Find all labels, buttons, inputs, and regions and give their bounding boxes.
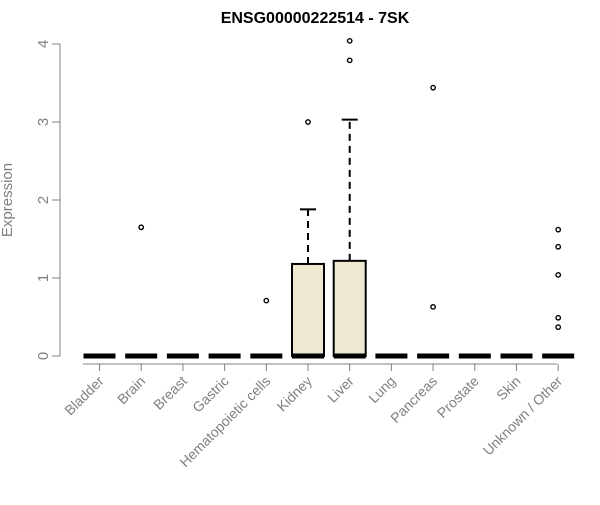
x-tick-label: Breast — [150, 373, 190, 413]
outlier-point — [138, 224, 145, 231]
y-tick-label: 2 — [35, 196, 52, 204]
y-axis-label: Expression — [0, 163, 16, 237]
outlier-point — [346, 37, 353, 44]
outlier-point — [555, 314, 562, 321]
box-pancreas — [417, 84, 450, 359]
outlier-point — [430, 303, 436, 310]
chart-title: ENSG00000222514 - 7SK — [221, 10, 410, 27]
x-tick-label: Kidney — [274, 373, 316, 415]
x-tick-label: Brain — [114, 373, 148, 407]
x-tick-label: Lung — [365, 373, 398, 406]
outlier-point — [555, 243, 562, 250]
outlier-point — [430, 84, 436, 91]
y-tick-label: 4 — [35, 40, 52, 48]
y-tick-label: 0 — [35, 352, 52, 360]
x-tick-label: Prostate — [434, 373, 482, 421]
box-kidney — [291, 119, 325, 359]
box-rect — [291, 262, 325, 357]
box-unknown-other — [542, 226, 575, 359]
box-hematopoietic-cells — [250, 297, 283, 359]
x-tick-label: Unknown / Other — [480, 373, 566, 459]
y-tick-label: 3 — [35, 118, 52, 126]
y-ticks: 0 1 2 3 4 — [35, 40, 60, 360]
outlier-point — [555, 271, 562, 278]
box-liver — [332, 37, 367, 359]
x-tick-label: Liver — [324, 373, 357, 406]
x-tick-label: Bladder — [61, 373, 107, 419]
box-rect — [332, 259, 367, 357]
boxes-group — [83, 37, 575, 359]
box-brain — [125, 224, 158, 359]
outlier-point — [263, 297, 270, 304]
outlier-point — [346, 57, 353, 64]
x-tick-label: Skin — [493, 373, 524, 404]
y-tick-label: 1 — [35, 274, 52, 282]
outlier-point — [555, 226, 562, 233]
outlier-point — [305, 119, 311, 125]
outlier-point — [555, 324, 562, 331]
